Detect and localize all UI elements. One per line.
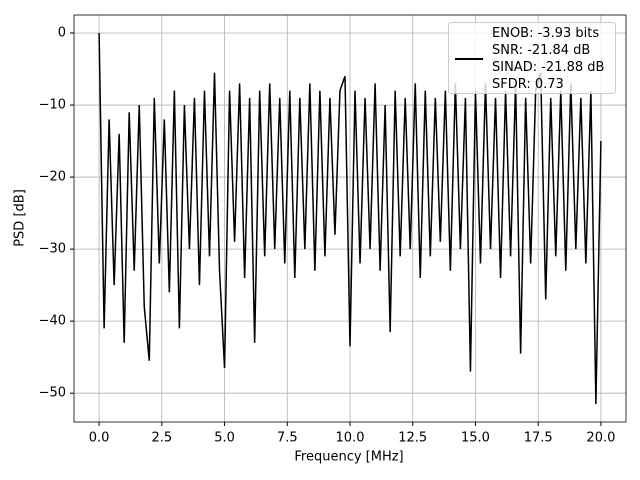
x-tick-label: 7.5 bbox=[277, 431, 298, 446]
y-tick-label: −20 bbox=[39, 170, 66, 185]
x-tick-label: 17.5 bbox=[524, 431, 553, 446]
data-line bbox=[98, 32, 602, 405]
y-tick-label: −30 bbox=[39, 242, 66, 257]
axes-frame bbox=[73, 14, 627, 423]
x-tick-label: 0.0 bbox=[89, 431, 110, 446]
x-tick-label: 2.5 bbox=[151, 431, 172, 446]
x-tick-label: 20.0 bbox=[586, 431, 615, 446]
x-tick-label: 5.0 bbox=[214, 431, 235, 446]
y-tick-label: 0 bbox=[58, 26, 66, 41]
legend-swatch bbox=[455, 58, 483, 60]
legend: ENOB: -3.93 bits SNR: -21.84 dB SINAD: -… bbox=[448, 22, 616, 94]
y-axis-label: PSD [dB] bbox=[13, 189, 28, 247]
x-tick-label: 15.0 bbox=[461, 431, 490, 446]
y-tick-label: −50 bbox=[39, 386, 66, 401]
y-tick-label: −40 bbox=[39, 314, 66, 329]
x-tick-label: 10.0 bbox=[336, 431, 365, 446]
y-tick-label: −10 bbox=[39, 98, 66, 113]
legend-label: ENOB: -3.93 bits SNR: -21.84 dB SINAD: -… bbox=[492, 26, 605, 92]
x-tick-label: 12.5 bbox=[398, 431, 427, 446]
x-axis-label: Frequency [MHz] bbox=[294, 450, 403, 465]
